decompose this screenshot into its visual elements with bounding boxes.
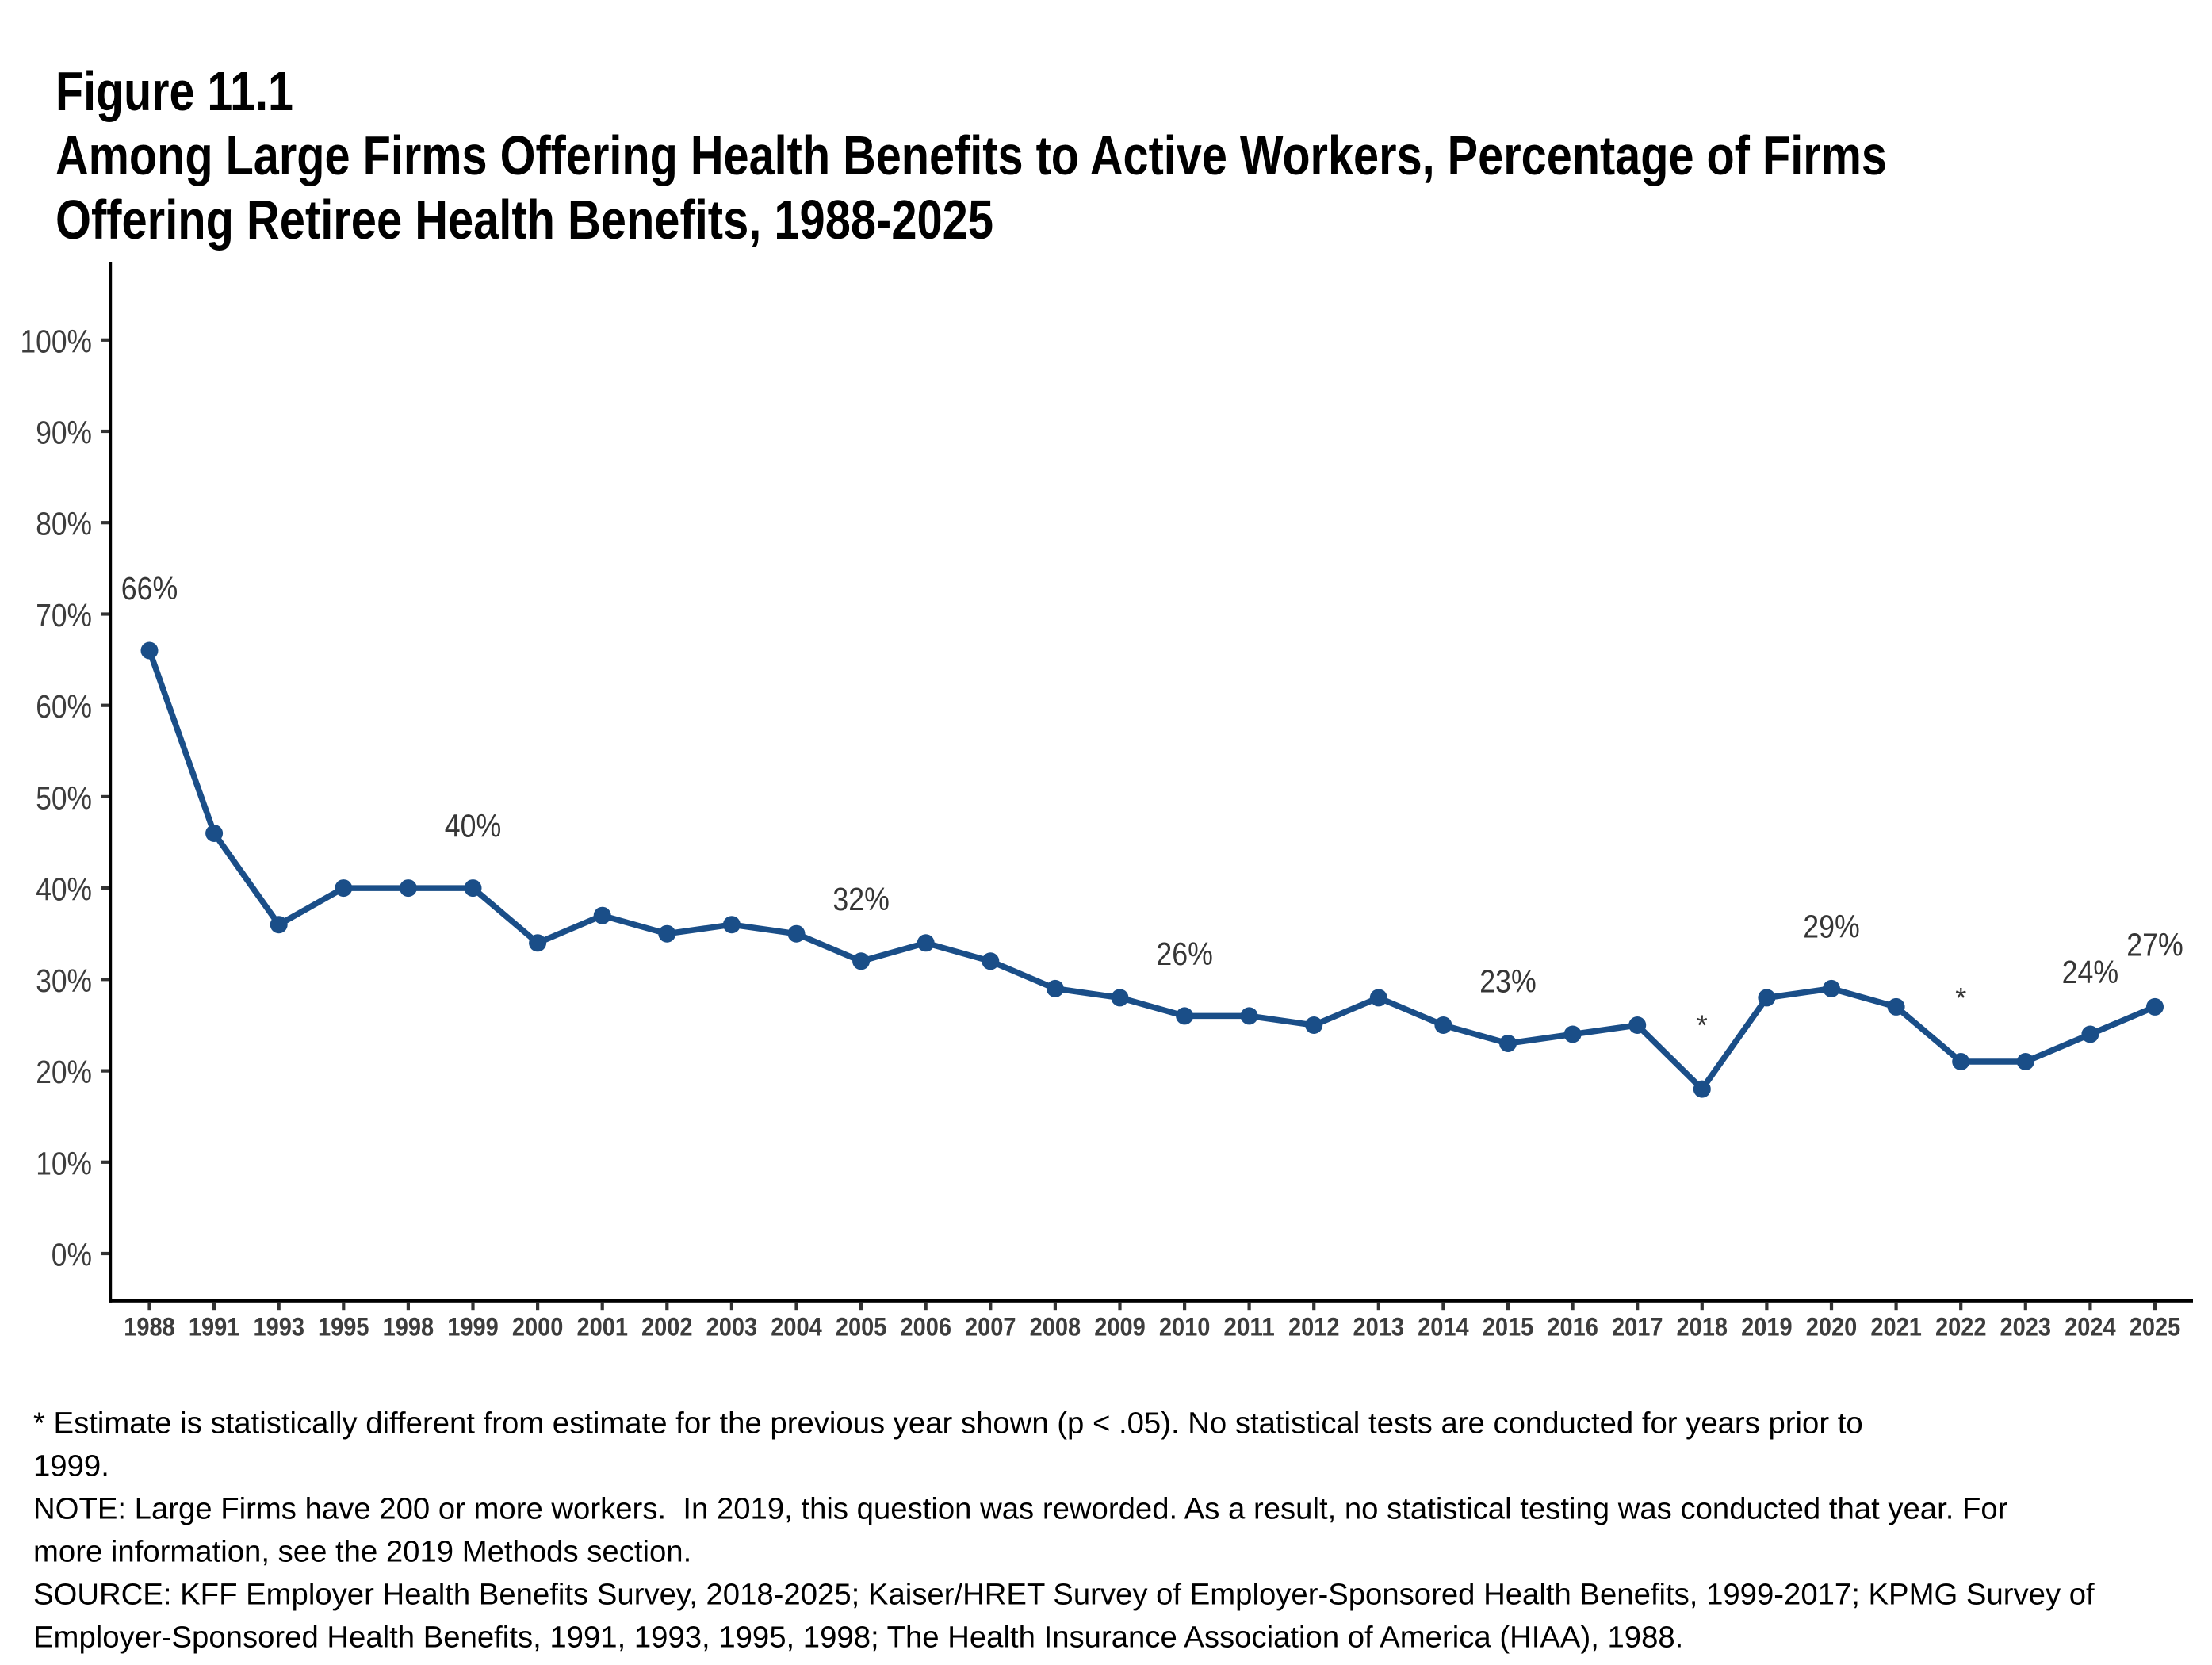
svg-text:2015: 2015 [1483,1312,1534,1341]
svg-text:2000: 2000 [512,1312,564,1341]
svg-text:*: * [1955,982,1966,1014]
svg-text:2021: 2021 [1870,1312,1922,1341]
svg-text:2004: 2004 [771,1312,822,1341]
svg-text:2007: 2007 [965,1312,1016,1341]
svg-text:2019: 2019 [1741,1312,1793,1341]
svg-text:more information, see the 2019: more information, see the 2019 Methods s… [33,1535,691,1569]
svg-text:1998: 1998 [383,1312,434,1341]
svg-text:2001: 2001 [576,1312,628,1341]
svg-text:2009: 2009 [1094,1312,1146,1341]
svg-text:*: * [1697,1009,1708,1042]
svg-text:2013: 2013 [1353,1312,1405,1341]
svg-text:2022: 2022 [1935,1312,1987,1341]
svg-text:29%: 29% [1803,908,1860,944]
svg-text:66%: 66% [121,570,178,607]
svg-text:90%: 90% [36,415,92,451]
svg-text:20%: 20% [36,1054,92,1090]
svg-text:23%: 23% [1479,963,1537,1000]
svg-text:2005: 2005 [836,1312,887,1341]
svg-text:26%: 26% [1156,936,1213,972]
svg-text:2008: 2008 [1030,1312,1081,1341]
svg-text:2003: 2003 [706,1312,758,1341]
svg-text:1999.: 1999. [33,1449,109,1483]
svg-text:10%: 10% [36,1145,92,1181]
svg-text:Employer-Sponsored Health Bene: Employer-Sponsored Health Benefits, 1991… [33,1621,1683,1655]
svg-text:2016: 2016 [1547,1312,1598,1341]
svg-text:1988: 1988 [124,1312,175,1341]
svg-text:1993: 1993 [253,1312,304,1341]
svg-text:2002: 2002 [641,1312,693,1341]
svg-text:SOURCE: KFF Employer Health Be: SOURCE: KFF Employer Health Benefits Sur… [33,1578,2095,1612]
svg-text:2006: 2006 [900,1312,951,1341]
svg-text:2014: 2014 [1418,1312,1469,1341]
svg-text:NOTE: Large Firms have 200 or: NOTE: Large Firms have 200 or more worke… [33,1492,2008,1526]
svg-text:32%: 32% [832,881,890,917]
svg-text:60%: 60% [36,688,92,725]
svg-text:100%: 100% [21,323,93,359]
svg-text:30%: 30% [36,963,92,999]
svg-text:1995: 1995 [318,1312,369,1341]
svg-text:2020: 2020 [1806,1312,1858,1341]
svg-text:Offering Retiree Health Benefi: Offering Retiree Health Benefits, 1988-2… [55,189,993,251]
svg-text:1999: 1999 [447,1312,499,1341]
svg-text:2025: 2025 [2130,1312,2181,1341]
svg-text:70%: 70% [36,597,92,633]
svg-text:2017: 2017 [1612,1312,1663,1341]
svg-text:2023: 2023 [2000,1312,2052,1341]
svg-text:2024: 2024 [2065,1312,2116,1341]
svg-text:2010: 2010 [1159,1312,1211,1341]
svg-text:Figure 11.1: Figure 11.1 [55,60,293,122]
svg-text:2018: 2018 [1677,1312,1728,1341]
svg-text:Among Large Firms Offering Hea: Among Large Firms Offering Health Benefi… [55,124,1887,186]
svg-text:2012: 2012 [1288,1312,1340,1341]
svg-text:80%: 80% [36,506,92,542]
svg-text:* Estimate is statistically di: * Estimate is statistically different fr… [33,1407,1863,1441]
svg-text:40%: 40% [36,871,92,908]
svg-text:24%: 24% [2062,954,2119,990]
svg-text:1991: 1991 [189,1312,240,1341]
svg-text:27%: 27% [2126,926,2183,963]
svg-text:0%: 0% [52,1237,92,1273]
svg-text:40%: 40% [445,808,502,844]
svg-text:50%: 50% [36,779,92,816]
svg-text:2011: 2011 [1223,1312,1275,1341]
